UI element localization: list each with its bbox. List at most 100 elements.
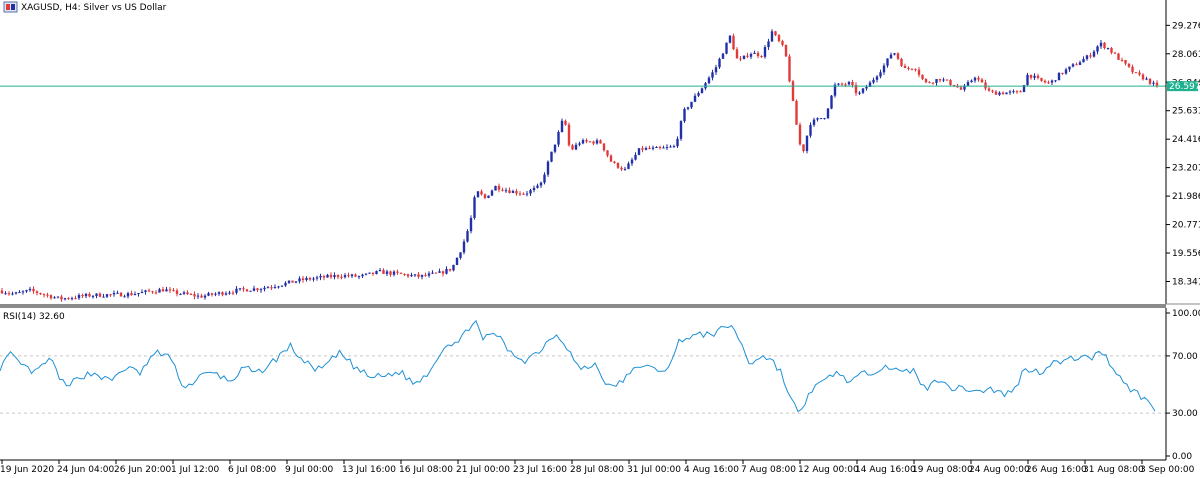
candle-body xyxy=(175,290,179,294)
candle-body xyxy=(403,273,406,275)
candle xyxy=(1113,51,1117,54)
candle-body xyxy=(602,143,606,151)
price-tick-label: 19.556 xyxy=(1172,249,1200,259)
candle-body xyxy=(308,278,312,280)
candle-body xyxy=(1155,82,1159,86)
rsi-tick-label: 0.00 xyxy=(1172,452,1192,462)
candle xyxy=(518,191,522,196)
candle xyxy=(609,154,613,162)
candle-body xyxy=(231,292,235,294)
candle-body xyxy=(357,276,361,278)
candle xyxy=(662,145,665,149)
candle xyxy=(224,291,228,296)
candle xyxy=(623,166,627,171)
candle-body xyxy=(1103,42,1106,49)
candle-body xyxy=(963,85,966,90)
candle-body xyxy=(707,77,711,84)
candle-body xyxy=(1134,72,1138,74)
candle-body xyxy=(203,295,207,298)
candle xyxy=(256,287,259,292)
candle xyxy=(147,288,151,293)
candle xyxy=(686,106,690,111)
candle xyxy=(46,292,49,298)
candle-body xyxy=(25,290,28,292)
candle xyxy=(872,77,875,85)
candle-body xyxy=(805,135,809,152)
candle-body xyxy=(840,83,844,85)
candle-body xyxy=(1106,48,1110,50)
candle-body xyxy=(847,82,851,85)
candle-body xyxy=(1033,75,1036,78)
candle xyxy=(161,286,165,292)
candle-body xyxy=(651,147,655,149)
candle-body xyxy=(4,293,7,295)
candle-body xyxy=(627,163,630,169)
candle xyxy=(543,172,546,185)
candle xyxy=(942,77,945,83)
candle xyxy=(893,53,896,56)
candle-body xyxy=(714,67,718,73)
candle-body xyxy=(795,100,798,125)
candle-body xyxy=(529,190,532,194)
candle xyxy=(291,280,294,283)
candle xyxy=(53,296,56,299)
candle-body xyxy=(718,58,721,68)
candle-body xyxy=(1001,92,1005,95)
candle xyxy=(1029,74,1033,80)
candle-body xyxy=(1141,74,1145,80)
candle-body xyxy=(448,268,452,271)
candle xyxy=(616,162,620,170)
candle xyxy=(1106,47,1110,50)
candle xyxy=(658,145,662,150)
candle-body xyxy=(700,88,704,94)
candle xyxy=(735,47,739,59)
candle-body xyxy=(7,293,11,295)
candle-body xyxy=(588,141,592,143)
candle xyxy=(305,276,308,282)
candle xyxy=(1152,80,1155,87)
candle xyxy=(788,54,791,83)
candle-body xyxy=(599,140,602,144)
candle xyxy=(1040,77,1043,82)
candle xyxy=(1075,62,1078,66)
candle-body xyxy=(434,272,438,274)
candle-body xyxy=(413,274,417,276)
candle-body xyxy=(756,52,760,57)
candle xyxy=(452,264,455,272)
candle-body xyxy=(889,54,893,59)
candle-body xyxy=(1092,51,1096,57)
candle xyxy=(655,146,658,149)
candle-body xyxy=(46,294,49,296)
candle xyxy=(931,82,935,85)
candle xyxy=(1089,52,1092,59)
candle xyxy=(105,293,109,298)
candle xyxy=(732,33,735,51)
chart-header: XAGUSD, H4: Silver vs US Dollar xyxy=(3,1,167,13)
candle-body xyxy=(217,292,221,294)
rsi-tick-label: 30.00 xyxy=(1172,409,1198,419)
candle-body xyxy=(571,145,574,150)
candle xyxy=(179,293,182,296)
candle xyxy=(28,286,32,292)
candle xyxy=(182,290,186,295)
candle-body xyxy=(186,292,189,295)
candle-body xyxy=(711,72,714,78)
candle-body xyxy=(567,124,571,146)
candle xyxy=(564,119,567,126)
candle xyxy=(67,297,70,300)
candle xyxy=(637,148,641,156)
candle-body xyxy=(844,84,847,86)
candle xyxy=(154,290,158,295)
candle xyxy=(77,293,81,300)
candle xyxy=(123,294,126,298)
candle xyxy=(791,79,795,102)
candle-body xyxy=(781,41,784,45)
candle xyxy=(1134,72,1138,74)
panel-separator[interactable] xyxy=(0,304,1166,308)
candle-body xyxy=(956,86,959,88)
price-tick-label: 20.771 xyxy=(1172,221,1200,231)
candle xyxy=(546,160,550,177)
candle-body xyxy=(819,118,823,120)
time-tick-label: 6 Jul 08:00 xyxy=(228,465,277,475)
